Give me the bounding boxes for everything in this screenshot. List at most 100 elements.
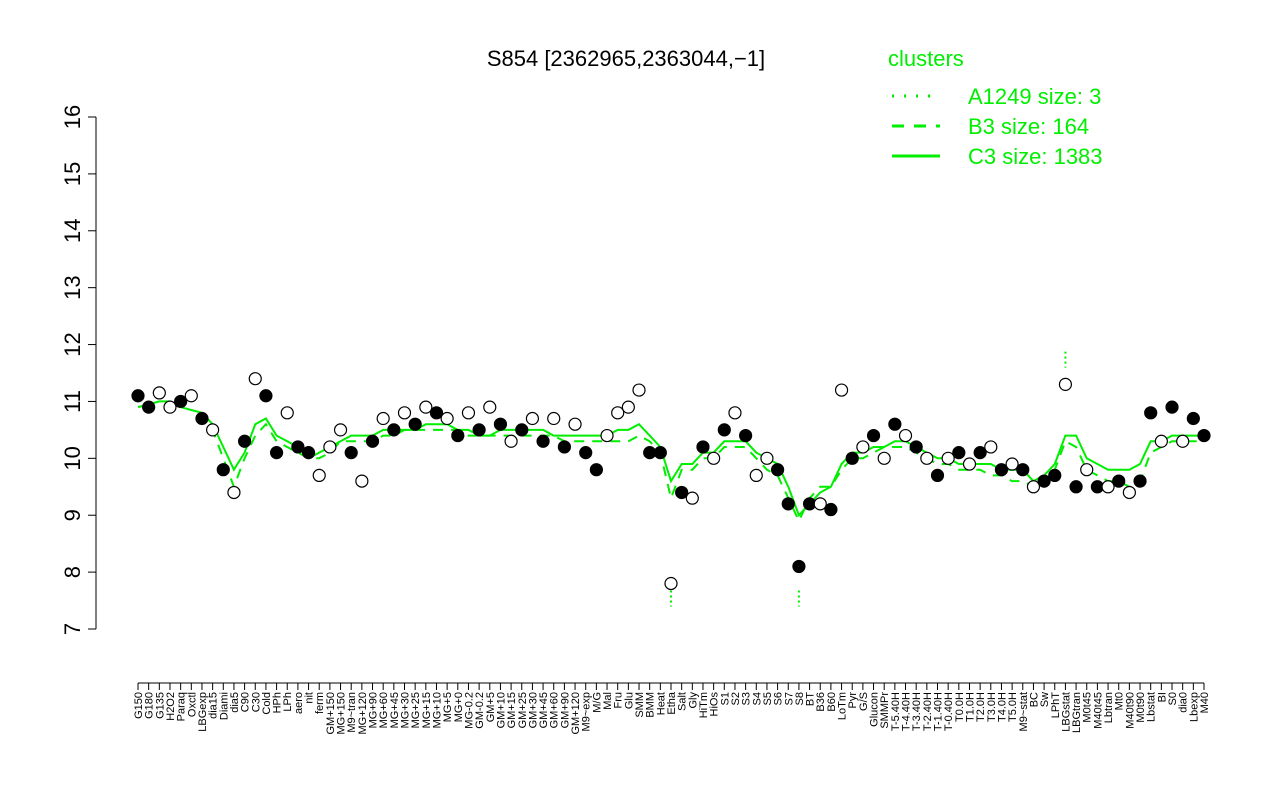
data-point	[547, 411, 561, 426]
x-tick-label: G150	[133, 692, 145, 719]
data-point	[333, 423, 348, 437]
data-point	[525, 411, 540, 426]
y-tick-label: 7	[60, 623, 85, 635]
x-tick-label: S6	[773, 692, 785, 705]
x-tick-label: MG-0.2	[463, 692, 475, 729]
data-point	[962, 457, 977, 471]
y-tick-label: 15	[60, 162, 85, 186]
x-tick-label: S1	[719, 692, 731, 705]
x-tick-label: MG+120	[357, 692, 369, 735]
x-tick-label: H2O2	[165, 692, 177, 721]
data-point	[866, 428, 881, 443]
x-tick-label: Lbexp	[1188, 692, 1200, 722]
x-tick-label: Lbtran	[1103, 692, 1115, 723]
data-point	[770, 463, 785, 477]
x-tick-label: GM+150	[325, 692, 337, 735]
x-tick-label: M40	[1199, 692, 1211, 713]
data-point	[600, 428, 614, 443]
data-point	[781, 497, 795, 511]
x-tick-label: MG+90	[368, 692, 380, 728]
data-point	[653, 446, 667, 460]
data-point	[238, 434, 252, 448]
data-point	[1080, 463, 1094, 477]
data-point	[1122, 485, 1136, 500]
data-point	[1154, 434, 1168, 448]
data-point	[1186, 411, 1200, 426]
x-tick-label: T-2.40H	[922, 692, 934, 731]
data-point	[930, 468, 945, 482]
x-tick-label: nit	[304, 692, 316, 704]
data-point	[952, 446, 966, 460]
x-tick-label: T-5.40H	[890, 692, 902, 731]
data-point	[941, 451, 955, 465]
x-tick-label: Gly	[687, 692, 699, 709]
data-point	[845, 451, 859, 465]
data-point	[813, 497, 827, 511]
data-point	[579, 446, 593, 460]
data-point	[515, 423, 529, 437]
x-tick-label: Oxctl	[186, 692, 198, 717]
x-tick-label: Heat	[655, 692, 667, 715]
x-tick-label: Cold	[261, 692, 273, 715]
x-tick-label: ferm	[314, 692, 326, 714]
data-point	[248, 372, 262, 386]
legend-title: clusters	[888, 46, 964, 71]
data-point	[621, 400, 635, 414]
data-point	[898, 428, 913, 443]
data-point	[1112, 474, 1126, 488]
x-tick-label: T4.0H	[996, 692, 1008, 722]
data-point	[323, 440, 337, 454]
data-point	[291, 440, 305, 454]
x-tick-label: Diami	[218, 692, 230, 720]
x-tick-label: BI	[1156, 692, 1168, 702]
data-point	[557, 440, 572, 454]
data-point	[1176, 434, 1190, 448]
data-point	[387, 423, 401, 437]
data-point	[973, 446, 987, 460]
data-point	[728, 406, 742, 420]
data-point	[131, 389, 145, 403]
data-point	[504, 434, 518, 448]
data-point	[1197, 428, 1211, 443]
y-tick-label: 11	[60, 390, 85, 413]
data-point	[834, 383, 849, 397]
x-tick-label: MG+0	[453, 692, 465, 722]
data-point	[717, 423, 731, 437]
x-tick-label: BT	[805, 692, 817, 706]
series-line-solid	[137, 400, 1204, 518]
legend-entry-a1249: A1249 size: 3	[968, 84, 1101, 109]
data-point	[1026, 480, 1041, 494]
data-point	[184, 389, 198, 403]
x-tick-label: S2	[730, 692, 742, 705]
y-tick-label: 13	[60, 275, 85, 299]
x-tick-label: G/S	[858, 692, 870, 711]
y-tick-label: 12	[60, 332, 85, 356]
data-point	[696, 440, 710, 454]
data-point	[984, 440, 998, 454]
x-tick-label: GM+10	[495, 692, 507, 728]
x-tick-label: T5.0H	[1007, 692, 1019, 722]
x-tick-label: MG+45	[389, 692, 401, 728]
data-point	[888, 417, 902, 431]
x-tick-label: T-0.40H	[943, 692, 955, 731]
x-tick-label: LoTm	[837, 692, 849, 720]
x-tick-label: T0.0H	[954, 692, 966, 722]
x-tick-label: GM+45	[538, 692, 550, 728]
x-tick-label: M40t90	[1124, 692, 1136, 729]
x-tick-label: GM+15	[506, 692, 518, 728]
x-tick-label: LPh	[282, 692, 294, 712]
data-point	[461, 406, 476, 420]
x-tick-label: S5	[762, 692, 774, 705]
x-tick-label: SMM	[634, 692, 646, 718]
x-tick-label: aero	[293, 692, 305, 714]
data-point	[824, 502, 838, 517]
data-point	[877, 451, 891, 465]
data-point	[365, 434, 380, 448]
data-point	[1037, 474, 1051, 488]
data-point	[1069, 480, 1083, 494]
data-point	[440, 411, 454, 426]
data-point	[568, 417, 582, 431]
data-point	[664, 576, 678, 591]
x-tick-label: HiOs	[709, 692, 721, 717]
data-point	[429, 406, 444, 420]
